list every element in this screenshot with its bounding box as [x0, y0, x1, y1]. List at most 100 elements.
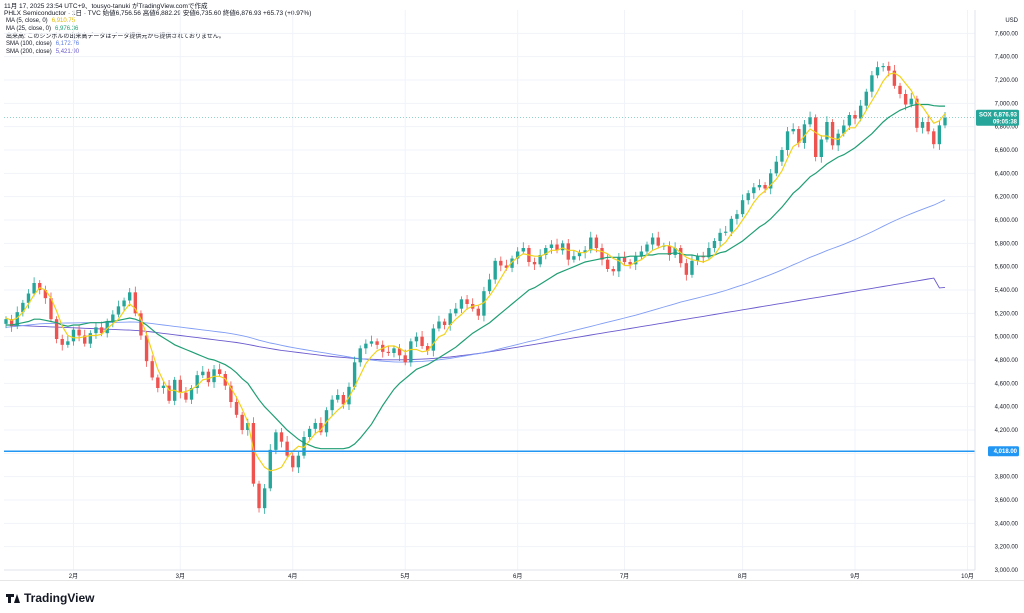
candle — [875, 61, 880, 79]
candle-body — [476, 308, 480, 316]
candle — [858, 99, 863, 122]
price-chart[interactable]: 3,000.00 3,200.00 3,400.00 3,600.00 3,800.00… — [0, 0, 1024, 580]
candle — [229, 381, 233, 408]
candle — [909, 92, 913, 108]
hline-tag-value: 4,018.00 — [994, 449, 1018, 455]
candle-body — [414, 336, 419, 342]
candle-body — [785, 131, 790, 150]
candle-body — [560, 243, 565, 251]
y-tick-label: 4,200.00 — [995, 428, 1019, 434]
candle-body — [38, 283, 42, 290]
candle — [707, 242, 711, 261]
candle — [448, 309, 452, 331]
candle-body — [538, 255, 542, 265]
candle — [718, 228, 722, 247]
candle-body — [234, 402, 239, 415]
candle — [88, 330, 93, 348]
candle — [797, 126, 801, 148]
candle-body — [442, 321, 447, 325]
y-tick-label: 5,600.00 — [995, 265, 1019, 271]
candle — [932, 128, 936, 149]
candle-body — [43, 290, 48, 299]
x-tick-label: 3月 — [176, 573, 185, 580]
x-tick-label: 2月 — [69, 573, 78, 580]
candle — [257, 480, 261, 513]
candle — [32, 277, 36, 297]
candle-body — [156, 377, 160, 388]
legend-sma200[interactable]: SMA (200, close) 5,421.90 — [6, 49, 80, 56]
candle-body — [611, 269, 615, 272]
candle — [785, 127, 790, 156]
legend-volume[interactable]: 出来高: このシンボルの出来高データはデータ提供元から提供されておりません。 — [6, 33, 225, 40]
candle — [482, 286, 486, 322]
candle-body — [791, 129, 795, 132]
candle — [336, 389, 340, 403]
legend-ma5[interactable]: MA (5, close, 0) 6,910.75 — [6, 18, 76, 24]
y-tick-label: 3,600.00 — [995, 498, 1019, 504]
candle-body — [639, 251, 644, 257]
candle-body — [622, 257, 627, 262]
candle-body — [217, 369, 222, 374]
candle-body — [937, 125, 942, 145]
candle — [133, 286, 138, 317]
legend-sma100[interactable]: SMA (100, close) 6,172.76 — [6, 41, 80, 48]
candle-body — [634, 256, 638, 265]
candle-body — [144, 335, 149, 362]
candle-body — [566, 243, 570, 260]
candle — [43, 285, 48, 304]
candle — [611, 266, 615, 276]
brand-name: TradingView — [24, 591, 95, 605]
candle-body — [870, 75, 874, 92]
candle — [493, 257, 497, 284]
candle — [853, 110, 857, 125]
candle — [780, 147, 784, 166]
candle-body — [667, 245, 672, 255]
candle-body — [15, 312, 19, 327]
candle-body — [864, 91, 868, 106]
candle-body — [257, 483, 261, 509]
candle — [937, 121, 942, 150]
candle — [735, 209, 739, 225]
candle-body — [375, 341, 379, 345]
x-tick-label: 9月 — [850, 573, 859, 580]
candle-body — [229, 385, 233, 402]
candle-body — [111, 314, 115, 322]
candle-body — [628, 262, 632, 265]
y-tick-label: 3,800.00 — [995, 475, 1019, 481]
y-tick-label: 3,400.00 — [995, 521, 1019, 527]
ma5-path — [5, 72, 946, 472]
candle — [881, 63, 885, 72]
tradingview-logo[interactable]: TradingView — [6, 591, 94, 605]
candle — [150, 355, 154, 381]
x-tick-label: 4月 — [288, 573, 297, 580]
time-axis[interactable]: 2月3月4月5月6月7月8月9月10月11月12月 — [4, 569, 1024, 580]
candle — [544, 245, 548, 260]
horizontal-line[interactable] — [4, 117, 975, 452]
candle-body — [892, 70, 897, 86]
candle — [667, 241, 672, 261]
candle-body — [858, 105, 863, 119]
candle-body — [431, 328, 436, 351]
ma25-path — [6, 103, 945, 450]
candle-body — [797, 129, 801, 143]
candle-body — [802, 124, 807, 143]
candle — [740, 194, 745, 218]
ma25-line — [6, 103, 945, 450]
x-tick-label: 5月 — [401, 573, 410, 580]
y-tick-label: 5,200.00 — [995, 311, 1019, 317]
legend-ma25[interactable]: MA (25, close, 0) 6,976.36 — [6, 25, 79, 32]
price-axis[interactable]: 3,000.00 3,200.00 3,400.00 3,600.00 3,800.00… — [974, 10, 1019, 574]
candle-body — [206, 371, 211, 383]
candle — [903, 89, 908, 111]
candle-body — [26, 293, 31, 303]
candle — [813, 114, 818, 162]
hline-tag-bg — [988, 446, 1019, 457]
candle-body — [262, 488, 267, 509]
candle-body — [397, 348, 402, 356]
tradingview-icon — [6, 592, 20, 604]
candle-body — [403, 355, 407, 363]
candle-body — [352, 362, 357, 387]
candle-body — [763, 185, 767, 189]
candle-body — [279, 432, 284, 442]
